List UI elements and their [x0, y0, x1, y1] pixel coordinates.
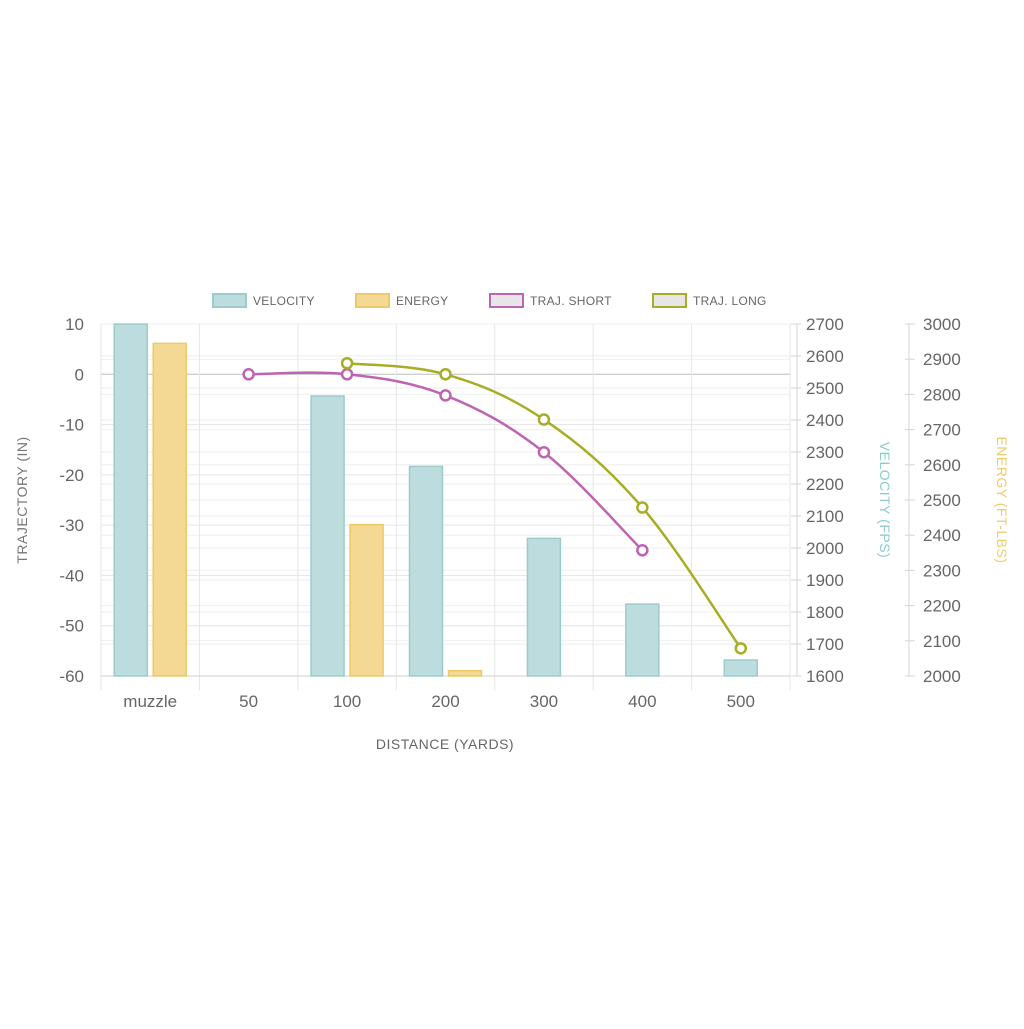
energy-axis-title: ENERGY (FT-LBS)	[994, 436, 1010, 563]
x-tick-label: muzzle	[123, 692, 177, 711]
energy-tick-label: 2300	[923, 561, 961, 580]
x-axis-title: DISTANCE (YARDS)	[376, 736, 514, 752]
traj-long-point	[439, 368, 452, 381]
x-tick-label: 500	[727, 692, 755, 711]
velocity-tick-label: 2400	[806, 411, 844, 430]
grid-layer	[100, 323, 791, 690]
velocity-bar	[310, 395, 345, 677]
traj-long-point	[636, 501, 649, 514]
velocity-tick-label: 2700	[806, 315, 844, 334]
velocity-tick-label: 1900	[806, 571, 844, 590]
traj-short-point	[242, 368, 255, 381]
legend-swatch	[489, 293, 524, 308]
energy-tick-label: 2900	[923, 350, 961, 369]
velocity-bar	[625, 603, 660, 677]
legend-label: TRAJ. LONG	[693, 294, 767, 308]
velocity-tick-label: 1700	[806, 635, 844, 654]
traj-long-point	[537, 413, 551, 426]
energy-tick-label: 2100	[923, 632, 961, 651]
legend-swatch	[212, 293, 247, 308]
trajectory-tick-label: -60	[59, 667, 84, 686]
trajectory-tick-label: -20	[59, 466, 84, 485]
axis-layer: muzzle 50 100 200 300 400 500100-10-20-30-40-5…	[59, 315, 960, 711]
velocity-tick-label: 2300	[806, 443, 844, 462]
line-layer	[242, 356, 748, 655]
velocity-axis-title: VELOCITY (FPS)	[877, 442, 893, 558]
trajectory-axis-title: TRAJECTORY (IN)	[14, 436, 30, 563]
velocity-tick-label: 2500	[806, 379, 844, 398]
energy-tick-label: 2400	[923, 526, 961, 545]
legend-label: TRAJ. SHORT	[530, 294, 612, 308]
trajectory-tick-label: -40	[59, 566, 84, 585]
energy-tick-label: 2200	[923, 597, 961, 616]
traj-short-point	[636, 544, 649, 557]
x-tick-label: 400	[628, 692, 656, 711]
trajectory-tick-label: 10	[65, 315, 84, 334]
trajectory-tick-label: -10	[59, 416, 84, 435]
velocity-tick-label: 1800	[806, 603, 844, 622]
velocity-tick-label: 1600	[806, 667, 844, 686]
energy-tick-label: 2600	[923, 456, 961, 475]
energy-tick-label: 3000	[923, 315, 961, 334]
energy-tick-label: 2500	[923, 491, 961, 510]
traj-short-point	[340, 368, 354, 381]
velocity-bar	[408, 465, 444, 677]
trajectory-tick-label: -30	[59, 516, 84, 535]
energy-tick-label: 2800	[923, 385, 961, 404]
x-tick-label: 50	[239, 692, 258, 711]
velocity-bar	[723, 659, 759, 677]
traj-long-point	[734, 642, 748, 655]
trajectory-tick-label: -50	[59, 617, 84, 636]
energy-bar	[152, 342, 187, 677]
legend: VELOCITY ENERGY TRAJ. SHORT TRAJ. LONG	[212, 293, 767, 308]
velocity-bar	[526, 537, 562, 677]
traj-long-point	[340, 356, 354, 370]
legend-swatch	[652, 293, 687, 308]
velocity-tick-label: 2200	[806, 475, 844, 494]
velocity-tick-label: 2000	[806, 539, 844, 558]
x-tick-label: 300	[530, 692, 558, 711]
traj-short-point	[537, 445, 551, 459]
bar-layer	[113, 323, 759, 677]
legend-label: ENERGY	[396, 294, 448, 308]
velocity-bar	[113, 323, 148, 677]
legend-swatch	[355, 293, 390, 308]
velocity-tick-label: 2100	[806, 507, 844, 526]
traj-short-point	[439, 389, 452, 402]
traj-long-line	[346, 361, 742, 650]
energy-tick-label: 2000	[923, 667, 961, 686]
legend-label: VELOCITY	[253, 294, 315, 308]
energy-bar	[447, 669, 483, 677]
x-tick-label: 200	[431, 692, 459, 711]
energy-bar	[349, 523, 384, 677]
velocity-tick-label: 2600	[806, 347, 844, 366]
energy-tick-label: 2700	[923, 421, 961, 440]
x-tick-label: 100	[333, 692, 361, 711]
trajectory-tick-label: 0	[75, 365, 84, 384]
